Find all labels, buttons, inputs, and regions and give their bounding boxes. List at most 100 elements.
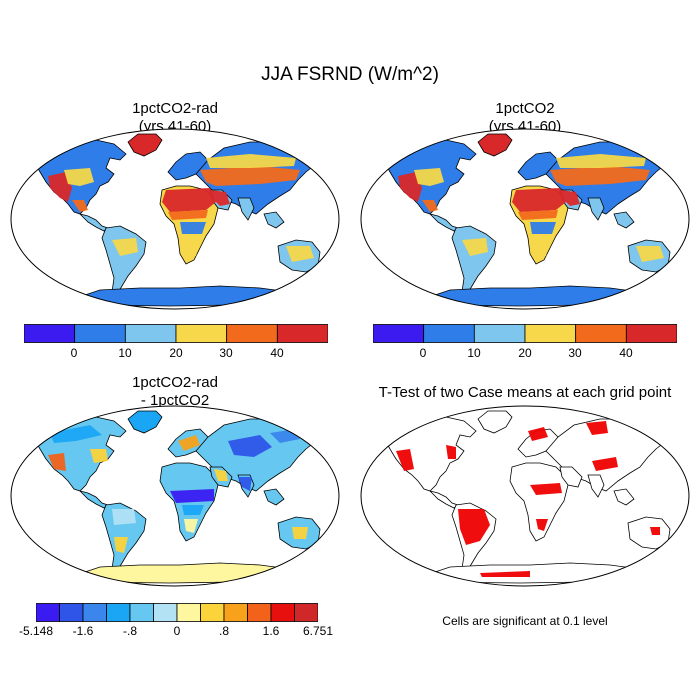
yellow-namerica: [64, 168, 94, 186]
colorbar-box: [129, 603, 154, 622]
pos-arabia: [214, 469, 228, 481]
pos-namerica-west: [48, 453, 66, 471]
land-africa: [509, 462, 569, 542]
yellow-australia: [286, 246, 314, 262]
colorbar-tick-label: 20: [169, 346, 183, 360]
colorbar-box: [82, 603, 107, 622]
map-content: [11, 129, 339, 309]
colorbar-tick-label: 10: [467, 346, 481, 360]
pos-africa-south: [184, 519, 198, 533]
colorbar-tick-label: 0: [70, 346, 78, 360]
colorbar-box: [270, 603, 295, 622]
map-panel-rad: [10, 128, 340, 310]
map-content: [11, 406, 339, 586]
colorbar-ctrl-labels: 0 10 20 30 40: [373, 346, 677, 362]
pos-samerica-south: [114, 537, 128, 553]
colorbar-tick-label: 20: [518, 346, 532, 360]
colorbar-tick-label: 10: [118, 346, 132, 360]
yellow-namerica: [414, 168, 444, 186]
map-boundary: [10, 405, 340, 587]
panel-title-diff: 1pctCO2-rad - 1pctCO2: [25, 374, 325, 410]
neg-sahel: [170, 489, 214, 503]
pos-australia: [292, 527, 308, 539]
colorbar-box: [226, 324, 278, 343]
colorbar-ctrl: [373, 324, 677, 343]
figure-title: JJA FSRND (W/m^2): [261, 64, 439, 85]
colorbar-tick-label: -1.6: [72, 624, 94, 638]
colorbar-box: [524, 324, 577, 343]
colorbar-tick-label: 6.751: [302, 624, 334, 638]
land-seasia: [263, 488, 285, 506]
colorbar-tick-label: .8: [218, 624, 230, 638]
colorbar-box: [74, 324, 126, 343]
hot-sahara: [512, 188, 566, 212]
colorbar-tick-label: -.8: [122, 624, 138, 638]
colorbar-tick-label: 0: [419, 346, 427, 360]
neg-africa-central: [182, 505, 204, 515]
sig-namerica-east: [446, 445, 456, 459]
colorbar-box: [575, 324, 627, 343]
colorbar-tick-label: 30: [219, 346, 233, 360]
pos-namerica-east: [90, 449, 108, 463]
colorbar-box: [106, 603, 131, 622]
land-greenland: [127, 133, 163, 157]
map-boundary: [10, 128, 340, 310]
sig-africa-south: [536, 519, 548, 531]
map-panel-diff: [10, 405, 340, 587]
land-seasia: [613, 488, 635, 506]
land-india: [237, 197, 255, 221]
land-greenland: [127, 410, 163, 434]
hot-arabia: [210, 190, 230, 206]
warm-namerica-west: [398, 172, 422, 202]
warm-namerica-west: [48, 172, 72, 202]
colorbar-tick-label: -5.148: [18, 624, 54, 638]
colorbar-box: [200, 603, 225, 622]
neg-asia-core: [228, 435, 272, 457]
colorbar-box: [294, 603, 318, 622]
map-content: [361, 406, 689, 586]
warm-mexico: [422, 200, 438, 212]
colorbar-tick-label: 0: [173, 624, 181, 638]
colorbar-tick-label: 1.6: [262, 624, 280, 638]
colorbar-tick-label: 40: [619, 346, 633, 360]
colorbar-box: [276, 324, 328, 343]
colorbar-box: [175, 324, 228, 343]
panel-title-rad-line1: 1pctCO2-rad: [132, 100, 218, 117]
land-seasia: [263, 211, 285, 229]
colorbar-box: [423, 324, 475, 343]
sig-europe: [528, 427, 548, 441]
colorbar-diff-labels: -5.148 -1.6 -.8 0 .8 1.6 6.751: [19, 624, 333, 640]
sig-samerica: [458, 509, 490, 545]
hot-sahara: [162, 188, 216, 212]
yellow-asia-band: [206, 154, 296, 168]
neg-canada: [50, 425, 102, 443]
hot-sahara-edge: [168, 210, 208, 220]
sig-australia: [650, 527, 660, 535]
map-panel-ttest: [360, 405, 690, 587]
mixed-samerica: [112, 509, 136, 525]
sig-sahel: [530, 483, 562, 495]
land-india: [587, 197, 605, 221]
significance-note: Cells are significant at 0.1 level: [442, 614, 608, 628]
land-india: [587, 474, 605, 498]
light-africa-south: [532, 240, 550, 258]
colorbar-rad-labels: 0 10 20 30 40: [24, 346, 328, 362]
neg-india: [238, 477, 252, 491]
sig-asia-north: [586, 421, 608, 435]
warm-mexico: [72, 200, 88, 212]
map-boundary: [360, 128, 690, 310]
colorbar-rad: [24, 324, 328, 343]
colorbar-box: [473, 324, 526, 343]
hot-arabia: [560, 190, 580, 206]
sig-asia-central: [592, 457, 618, 471]
panel-title-diff-line1: 1pctCO2-rad: [132, 374, 218, 391]
land-namerica: [381, 416, 477, 492]
panel-title-ctrl-line1: 1pctCO2: [495, 100, 555, 117]
yellow-samerica: [462, 238, 488, 256]
hot-sahara-edge: [518, 210, 558, 220]
panel-title-ttest: T-Test of two Case means at each grid po…: [378, 384, 672, 401]
pos-europe: [178, 435, 200, 451]
land-greenland: [477, 410, 513, 434]
sig-namerica-west: [396, 449, 414, 471]
land-greenland: [477, 133, 513, 157]
